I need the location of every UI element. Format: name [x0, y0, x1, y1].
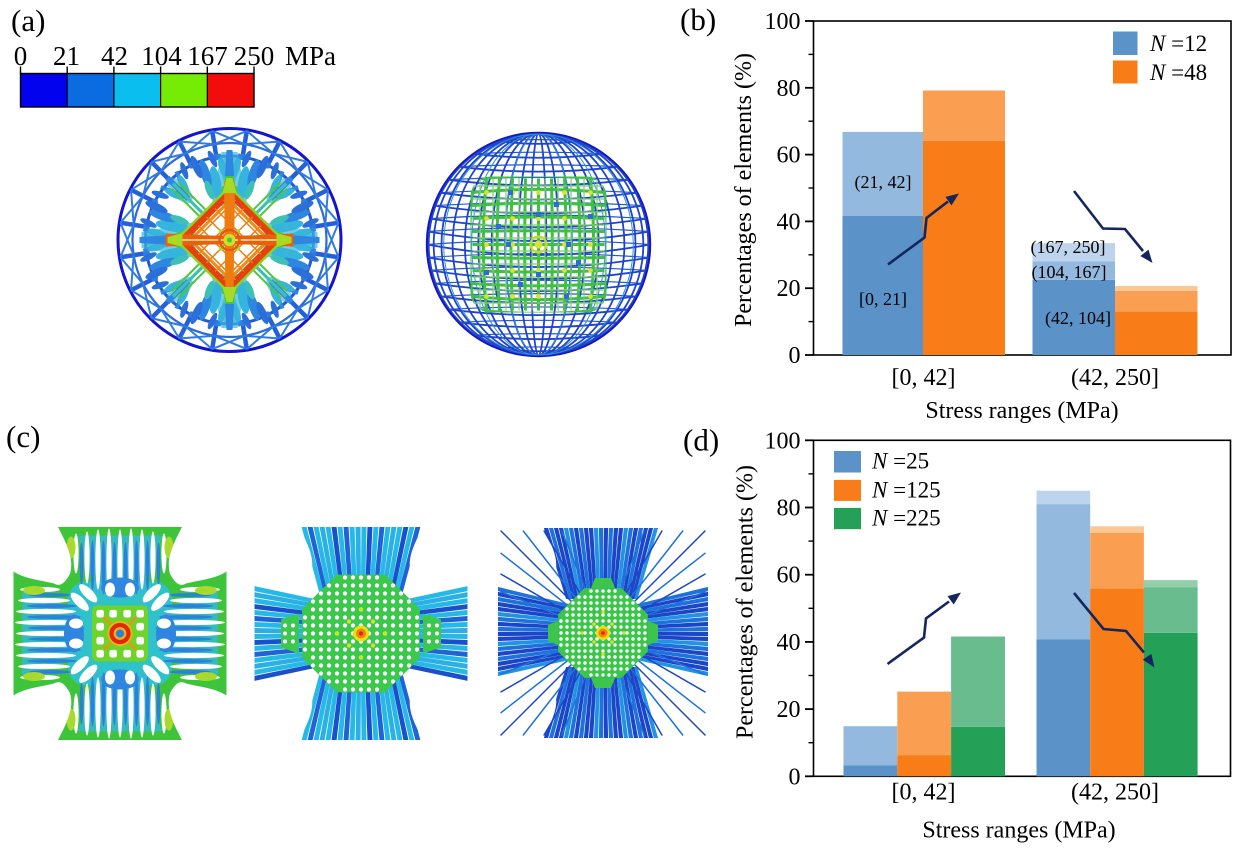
svg-text:20: 20 — [777, 276, 801, 302]
svg-text:100: 100 — [765, 9, 801, 35]
svg-text:(b): (b) — [680, 2, 716, 37]
svg-text:104: 104 — [141, 41, 182, 71]
svg-text:80: 80 — [777, 496, 801, 522]
svg-text:60: 60 — [777, 143, 801, 169]
svg-text:(42, 104]: (42, 104] — [1045, 308, 1111, 329]
svg-text:N =225: N =225 — [871, 506, 941, 531]
svg-text:N =48: N =48 — [1149, 60, 1207, 85]
svg-text:Percentages of elements (%): Percentages of elements (%) — [731, 53, 757, 327]
svg-text:(c): (c) — [6, 419, 40, 454]
svg-text:(42, 250]: (42, 250] — [1071, 365, 1159, 391]
svg-text:0: 0 — [14, 41, 28, 71]
svg-text:N =25: N =25 — [871, 449, 929, 474]
svg-text:(42, 250]: (42, 250] — [1071, 780, 1159, 806]
svg-text:250: 250 — [234, 41, 275, 71]
svg-text:[0, 42]: [0, 42] — [892, 780, 956, 806]
svg-text:80: 80 — [777, 76, 801, 102]
svg-text:Stress ranges (MPa): Stress ranges (MPa) — [925, 398, 1118, 424]
svg-text:[0, 21]: [0, 21] — [859, 289, 907, 309]
svg-text:21: 21 — [53, 41, 80, 71]
svg-text:20: 20 — [777, 697, 801, 723]
svg-text:(167, 250]: (167, 250] — [1031, 237, 1106, 258]
svg-text:0: 0 — [789, 764, 801, 790]
svg-text:40: 40 — [777, 209, 801, 235]
svg-text:42: 42 — [101, 41, 128, 71]
svg-text:(a): (a) — [11, 3, 45, 38]
svg-text:100: 100 — [765, 428, 801, 454]
svg-text:40: 40 — [777, 630, 801, 656]
svg-text:0: 0 — [789, 343, 801, 369]
svg-text:N =12: N =12 — [1149, 31, 1207, 56]
svg-text:(104, 167]: (104, 167] — [1032, 262, 1107, 283]
svg-text:(21, 42]: (21, 42] — [855, 172, 912, 193]
svg-text:60: 60 — [777, 563, 801, 589]
svg-text:[0, 42]: [0, 42] — [892, 365, 956, 391]
svg-text:Stress ranges (MPa): Stress ranges (MPa) — [922, 818, 1115, 844]
svg-text:Percentages of elements (%): Percentages of elements (%) — [733, 465, 759, 739]
svg-text:MPa: MPa — [285, 41, 336, 71]
svg-text:N =125: N =125 — [871, 478, 941, 503]
svg-text:(d): (d) — [683, 423, 719, 458]
svg-text:167: 167 — [187, 41, 228, 71]
